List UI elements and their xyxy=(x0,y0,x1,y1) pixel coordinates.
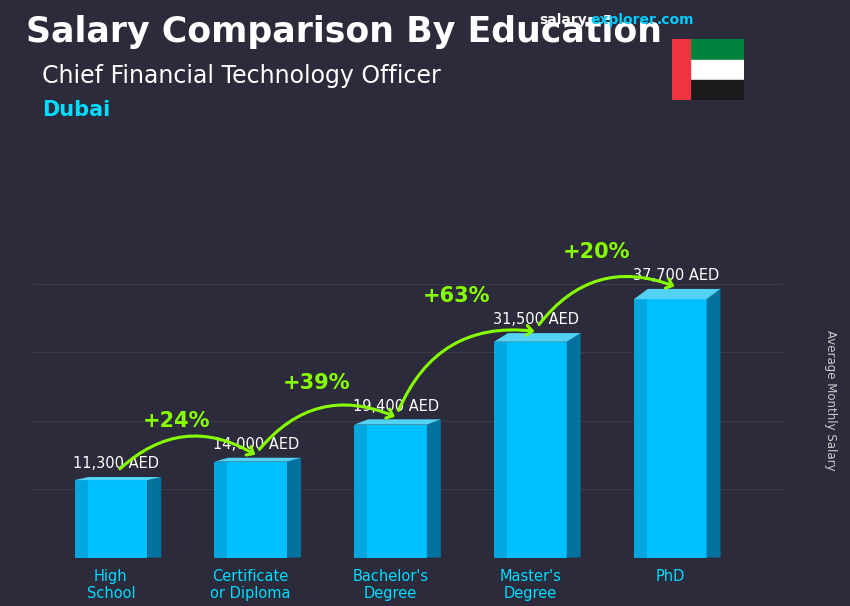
Bar xyxy=(214,462,228,558)
Text: 11,300 AED: 11,300 AED xyxy=(73,456,160,471)
Polygon shape xyxy=(287,458,301,558)
Bar xyxy=(672,59,744,80)
Polygon shape xyxy=(706,289,721,558)
Bar xyxy=(75,480,88,558)
Text: Chief Financial Technology Officer: Chief Financial Technology Officer xyxy=(42,64,441,88)
Text: Average Monthly Salary: Average Monthly Salary xyxy=(824,330,837,470)
Bar xyxy=(494,342,567,558)
Text: 31,500 AED: 31,500 AED xyxy=(493,313,579,327)
Bar xyxy=(672,39,744,59)
Polygon shape xyxy=(567,333,581,558)
Polygon shape xyxy=(634,289,721,299)
Text: 19,400 AED: 19,400 AED xyxy=(353,399,439,414)
Text: +63%: +63% xyxy=(422,286,490,306)
Text: Salary Comparison By Education: Salary Comparison By Education xyxy=(26,15,661,49)
Polygon shape xyxy=(494,333,581,342)
Polygon shape xyxy=(354,419,441,425)
Polygon shape xyxy=(427,419,441,558)
Bar xyxy=(354,425,427,558)
Bar xyxy=(634,299,647,558)
Polygon shape xyxy=(214,458,301,462)
Bar xyxy=(634,299,706,558)
Text: 14,000 AED: 14,000 AED xyxy=(213,437,299,452)
Bar xyxy=(672,80,744,100)
Bar xyxy=(494,342,507,558)
Bar xyxy=(214,462,287,558)
Text: +24%: +24% xyxy=(143,411,210,431)
Bar xyxy=(672,39,689,100)
Text: 37,700 AED: 37,700 AED xyxy=(632,268,719,283)
Text: +39%: +39% xyxy=(282,373,350,393)
Text: .com: .com xyxy=(656,13,694,27)
Polygon shape xyxy=(75,477,162,480)
Text: salary: salary xyxy=(540,13,587,27)
Bar xyxy=(354,425,367,558)
Bar xyxy=(75,480,147,558)
Text: Dubai: Dubai xyxy=(42,100,110,120)
Text: +20%: +20% xyxy=(563,242,630,262)
Text: explorer: explorer xyxy=(590,13,655,27)
Polygon shape xyxy=(147,477,162,558)
